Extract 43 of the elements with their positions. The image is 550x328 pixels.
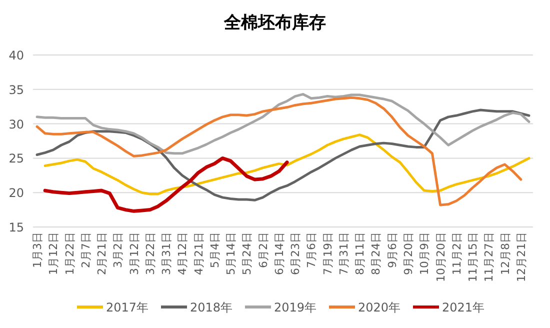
x-tick-label: 9月20日 (402, 232, 415, 275)
x-tick-label: 2月7日 (79, 232, 92, 268)
x-tick-label: 8月11日 (354, 232, 367, 275)
legend-label: 2017年 (106, 300, 149, 314)
legend-label: 2018年 (190, 300, 233, 314)
legend-label: 2019年 (274, 300, 317, 314)
legend-label: 2021年 (442, 300, 485, 314)
y-tick-label: 20 (8, 186, 24, 200)
x-tick-label: 10月9日 (418, 232, 432, 275)
x-tick-label: 5月24日 (240, 232, 254, 275)
y-tick-label: 25 (8, 152, 24, 166)
chart-title: 全棉坯布库存 (223, 13, 326, 33)
y-tick-label: 35 (8, 82, 24, 97)
x-tick-label: 6月23日 (289, 232, 302, 275)
x-tick-label: 7月19日 (321, 232, 334, 275)
legend-label: 2020年 (358, 300, 401, 314)
x-tick-label: 12月8日 (498, 232, 512, 275)
x-tick-label: 3月12日 (128, 232, 141, 275)
x-tick-label: 6月14日 (272, 232, 286, 275)
y-tick-label: 30 (8, 117, 24, 132)
x-tick-label: 3月2日 (112, 232, 125, 268)
x-tick-label: 6月2日 (256, 232, 270, 268)
x-tick-label: 11月27日 (482, 232, 496, 282)
x-tick-label: 7月31日 (337, 232, 350, 275)
x-tick-label: 3月22日 (144, 232, 157, 275)
y-tick-label: 40 (8, 48, 24, 62)
x-tick-label: 12月21日 (514, 232, 528, 282)
x-tick-label: 8月24日 (370, 232, 383, 275)
x-tick-label: 9月6日 (386, 232, 399, 268)
x-tick-label: 10月20日 (434, 232, 448, 282)
x-tick-label: 1月3日 (31, 232, 44, 268)
x-tick-label: 2月21日 (96, 232, 109, 275)
x-tick-label: 4月21日 (192, 232, 206, 275)
x-tick-label: 1月22日 (63, 232, 76, 275)
x-tick-label: 5月14日 (224, 232, 238, 275)
y-tick-label: 15 (8, 220, 24, 234)
x-tick-label: 4月12日 (176, 232, 190, 275)
x-tick-label: 7月6日 (305, 232, 318, 268)
x-tick-label: 1月12日 (47, 232, 60, 275)
x-tick-label: 11月2日 (450, 232, 464, 275)
x-tick-label: 3月31日 (160, 232, 174, 275)
x-tick-label: 11月15日 (466, 232, 480, 282)
x-tick-label: 5月4日 (208, 232, 222, 268)
